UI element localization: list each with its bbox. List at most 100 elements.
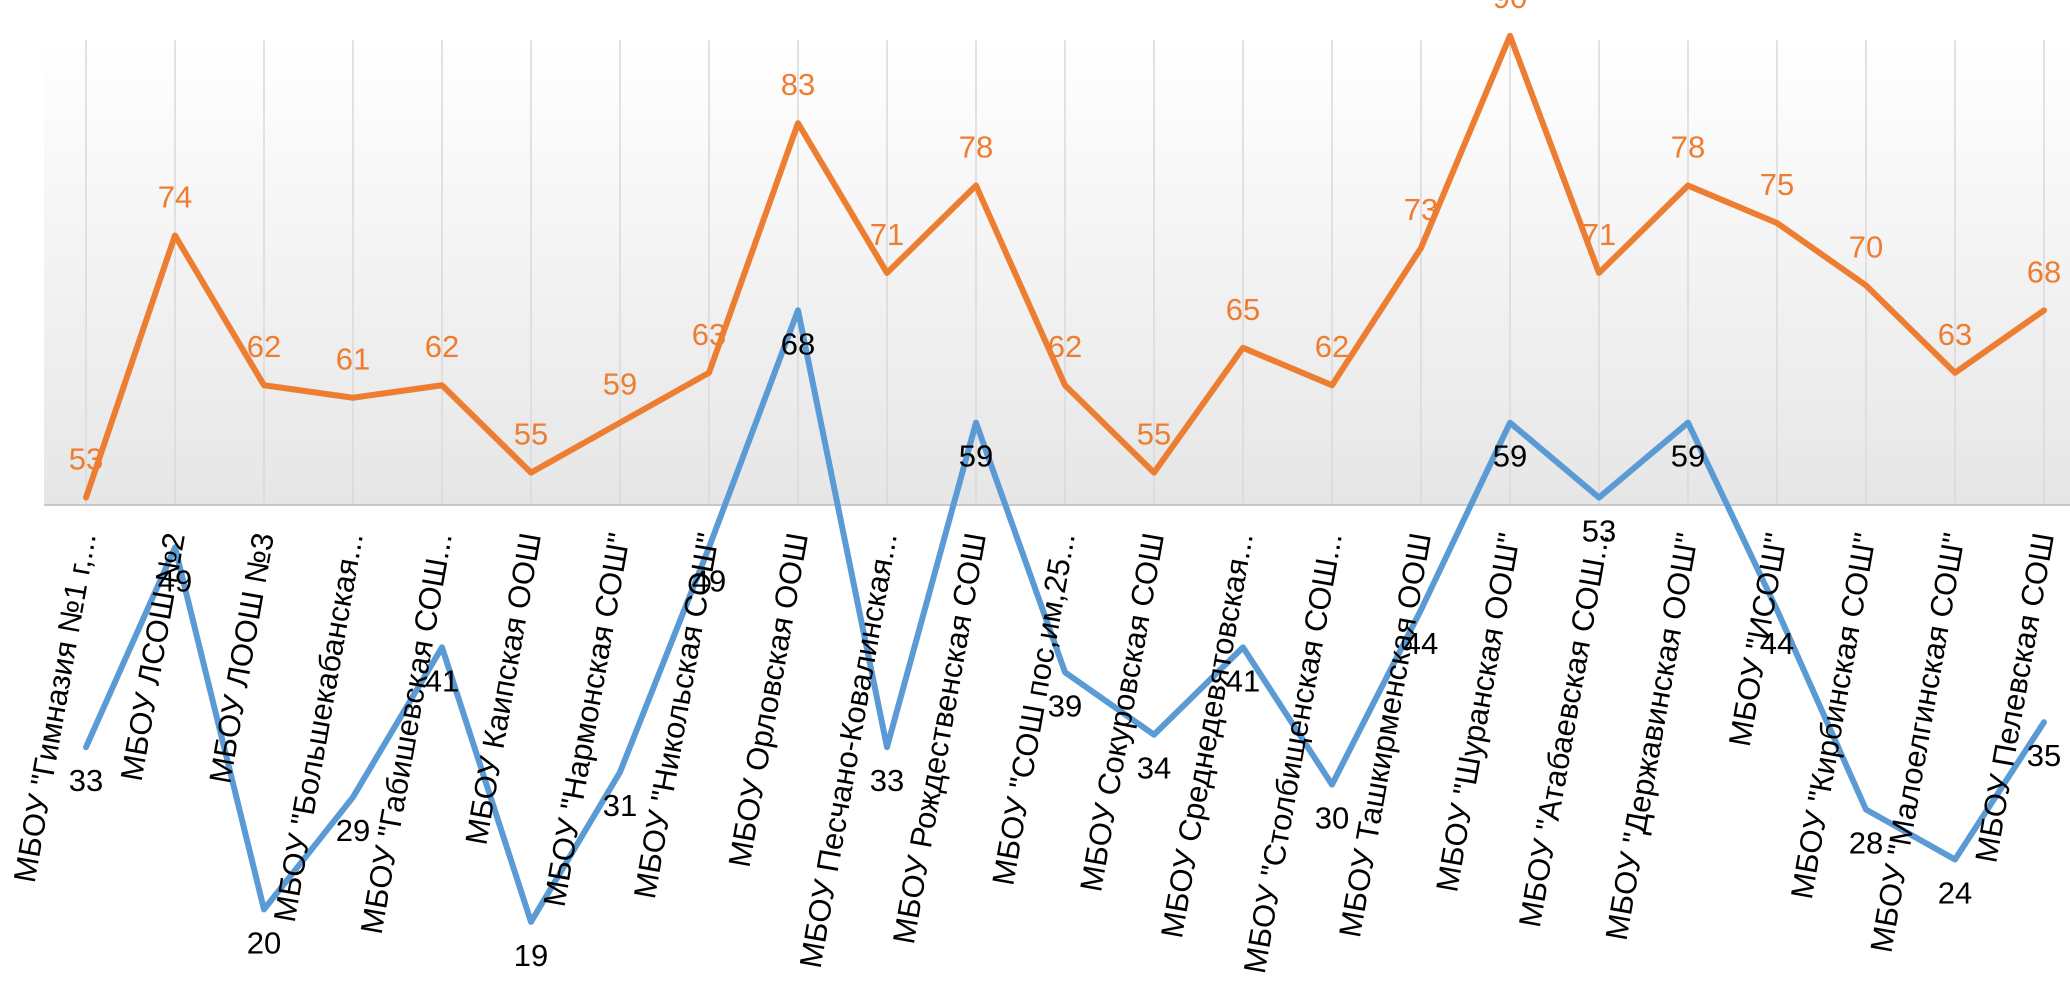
data-point — [1329, 382, 1335, 388]
series-line-top — [83, 32, 2047, 501]
data-point — [1151, 470, 1157, 476]
data-label: 24 — [1938, 875, 1972, 910]
data-label: 65 — [1226, 292, 1260, 327]
data-point — [350, 794, 356, 800]
data-point — [617, 769, 623, 775]
data-point — [172, 232, 178, 238]
data-label: 70 — [1849, 229, 1883, 264]
data-point — [1240, 345, 1246, 351]
data-label: 28 — [1849, 826, 1883, 861]
data-point — [1062, 382, 1068, 388]
data-label: 41 — [425, 663, 459, 698]
data-label: 41 — [1226, 663, 1260, 698]
data-label: 62 — [1048, 329, 1082, 364]
data-label: 83 — [781, 67, 815, 102]
x-tick-label: МБОУ "Габишевская СОШ... — [354, 530, 459, 937]
data-label: 73 — [1404, 192, 1438, 227]
data-point — [973, 420, 979, 426]
data-point — [261, 382, 267, 388]
data-point — [1507, 420, 1513, 426]
data-label: 53 — [69, 442, 103, 477]
x-tick-label: МБОУ Рождественская СОШ — [886, 530, 993, 946]
data-label: 34 — [1137, 751, 1171, 786]
data-label: 19 — [514, 938, 548, 973]
x-tick-label: МБОУ Сокуровская СОШ — [1073, 530, 1171, 894]
plot-area — [44, 40, 2070, 505]
data-label: 29 — [336, 813, 370, 848]
data-point — [1952, 856, 1958, 862]
data-label: 59 — [959, 439, 993, 474]
data-label: 35 — [2027, 738, 2061, 773]
data-point — [1685, 183, 1691, 189]
x-tick-label: МБОУ Каипская ООШ — [459, 530, 548, 847]
data-point — [706, 370, 712, 376]
data-point — [1774, 220, 1780, 226]
data-label: 59 — [603, 367, 637, 402]
data-label: 68 — [781, 326, 815, 361]
data-label: 62 — [1315, 329, 1349, 364]
data-label: 53 — [1582, 514, 1616, 549]
data-point — [1240, 644, 1246, 650]
data-point — [795, 120, 801, 126]
data-point — [1685, 420, 1691, 426]
data-point — [350, 395, 356, 401]
data-label: 59 — [1671, 439, 1705, 474]
data-point — [439, 382, 445, 388]
x-tick-label: МБОУ Песчано-Ковалинская... — [793, 530, 904, 970]
data-point — [795, 307, 801, 313]
data-label: 63 — [1938, 317, 1972, 352]
x-tick-label: МБОУ Орловская ООШ — [722, 530, 815, 870]
data-point — [528, 919, 534, 925]
x-tick-label: МБОУ Ташкирменская ООШ — [1332, 530, 1438, 940]
series-line-bottom — [83, 307, 2047, 925]
x-tick-label: МБОУ Пелевская СОШ — [1968, 530, 2060, 865]
data-point — [1329, 782, 1335, 788]
data-point — [439, 644, 445, 650]
data-point — [1863, 282, 1869, 288]
data-label: 33 — [69, 763, 103, 798]
data-label: 78 — [1671, 130, 1705, 165]
data-label: 90 — [1493, 0, 1527, 15]
data-point — [83, 495, 89, 501]
data-label: 75 — [1760, 167, 1794, 202]
data-point — [1952, 370, 1958, 376]
data-label: 61 — [336, 342, 370, 377]
data-point — [2041, 307, 2047, 313]
x-tick-label: МБОУ Среднедевятовская... — [1154, 530, 1260, 940]
data-point — [261, 906, 267, 912]
data-label: 63 — [692, 317, 726, 352]
data-point — [1863, 807, 1869, 813]
data-label: 30 — [1315, 801, 1349, 836]
data-point — [528, 470, 534, 476]
data-point — [1596, 270, 1602, 276]
data-label: 44 — [1404, 626, 1438, 661]
data-label: 20 — [247, 925, 281, 960]
data-point — [1596, 495, 1602, 501]
data-point — [1418, 245, 1424, 251]
data-point — [1151, 732, 1157, 738]
data-label: 74 — [158, 179, 192, 214]
data-label: 55 — [1137, 417, 1171, 452]
x-tick-label: МБОУ "Атабаевская СОШ... — [1512, 530, 1616, 930]
data-label: 39 — [1048, 688, 1082, 723]
x-tick-label: МБОУ "Нармонская СОШ" — [537, 530, 637, 909]
data-label: 71 — [1582, 217, 1616, 252]
data-label: 62 — [247, 329, 281, 364]
data-label: 59 — [1493, 439, 1527, 474]
data-point — [884, 270, 890, 276]
x-tick-label: МБОУ "Столбищенская СОШ... — [1237, 530, 1349, 976]
x-tick-label: МБОУ "Державинская ООШ" — [1599, 530, 1705, 943]
data-point — [884, 744, 890, 750]
data-label: 33 — [870, 763, 904, 798]
data-label: 49 — [158, 563, 192, 598]
data-label: 68 — [2027, 254, 2061, 289]
x-tick-label: МБОУ ЛООШ №3 — [202, 530, 281, 786]
data-label: 49 — [692, 563, 726, 598]
data-point — [1062, 669, 1068, 675]
data-label: 44 — [1760, 626, 1794, 661]
data-label: 62 — [425, 329, 459, 364]
data-label: 55 — [514, 417, 548, 452]
data-point — [2041, 719, 2047, 725]
